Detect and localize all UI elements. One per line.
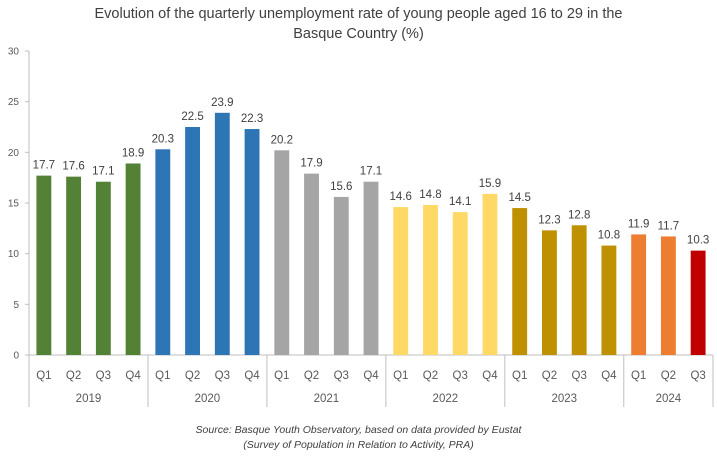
x-tick-label-quarter: Q3 [690, 370, 705, 382]
x-tick-label-quarter: Q3 [572, 370, 587, 382]
bar-2022-q4 [482, 193, 498, 355]
bar-2019-q3 [95, 181, 111, 355]
y-tick-label: 0 [13, 351, 19, 362]
bar-2022-q1 [393, 207, 409, 355]
data-label: 11.7 [658, 220, 680, 232]
x-tick-label-quarter: Q1 [274, 370, 289, 382]
chart-title: Evolution of the quarterly unemployment … [0, 4, 717, 44]
bar-2022-q3 [452, 212, 468, 355]
bar-2020-q1 [155, 149, 171, 355]
y-tick-label: 15 [8, 199, 20, 210]
x-tick-label-quarter: Q4 [244, 370, 260, 382]
x-tick-label-quarter: Q1 [512, 370, 527, 382]
x-tick-label-quarter: Q2 [423, 370, 438, 382]
x-tick-label-year: 2024 [656, 393, 682, 405]
data-label: 14.5 [509, 192, 531, 204]
bar-2024-q2 [660, 236, 676, 355]
x-tick-label-quarter: Q2 [304, 370, 319, 382]
y-tick-label: 30 [8, 47, 20, 58]
chart-title-line-1: Evolution of the quarterly unemployment … [94, 6, 623, 22]
y-tick-label: 5 [13, 300, 19, 311]
x-tick-label-quarter: Q3 [453, 370, 468, 382]
x-tick-label-year: 2022 [433, 393, 459, 405]
bar-2019-q1 [36, 175, 52, 355]
bar-2020-q3 [214, 112, 230, 356]
data-label: 17.6 [62, 161, 84, 173]
x-tick-label-quarter: Q1 [393, 370, 408, 382]
x-tick-label-quarter: Q2 [185, 370, 200, 382]
bar-2021-q1 [274, 150, 290, 355]
bar-2023-q1 [512, 208, 528, 355]
x-tick-label-year: 2019 [76, 393, 102, 405]
x-tick-label-quarter: Q4 [601, 370, 617, 382]
data-label: 14.8 [419, 189, 441, 201]
data-label: 17.7 [33, 160, 55, 172]
chart-title-line-2: Basque Country (%) [293, 26, 424, 42]
x-tick-label-quarter: Q4 [125, 370, 141, 382]
data-label: 17.9 [300, 158, 322, 170]
x-tick-label-quarter: Q1 [155, 370, 170, 382]
source-note-line-2: (Survey of Population in Relation to Act… [243, 439, 474, 451]
data-label: 10.8 [598, 230, 620, 242]
data-label: 11.9 [628, 218, 650, 230]
data-label: 22.3 [241, 113, 263, 125]
bar-2021-q3 [333, 196, 349, 355]
y-tick-label: 20 [8, 148, 20, 159]
x-tick-label-quarter: Q3 [334, 370, 349, 382]
bar-2021-q4 [363, 181, 379, 355]
data-label: 20.3 [152, 133, 174, 145]
x-tick-label-year: 2023 [552, 393, 578, 405]
x-tick-label-quarter: Q4 [363, 370, 379, 382]
bar-2023-q4 [601, 245, 617, 355]
data-label: 10.3 [687, 235, 709, 247]
x-tick-label-quarter: Q3 [215, 370, 230, 382]
data-label: 17.1 [360, 166, 382, 178]
bar-2019-q2 [66, 176, 82, 355]
x-tick-label-year: 2020 [195, 393, 221, 405]
data-label: 14.6 [390, 191, 412, 203]
bar-2020-q2 [185, 127, 200, 355]
data-label: 18.9 [122, 147, 144, 159]
x-tick-label-quarter: Q4 [482, 370, 498, 382]
x-tick-label-quarter: Q2 [66, 370, 81, 382]
bar-2024-q1 [631, 234, 647, 355]
x-tick-label-quarter: Q2 [542, 370, 557, 382]
source-note-line-1: Source: Basque Youth Observatory, based … [195, 424, 522, 436]
y-tick-label: 10 [8, 249, 20, 260]
data-label: 22.5 [181, 111, 203, 123]
x-tick-label-quarter: Q3 [96, 370, 111, 382]
x-tick-label-quarter: Q2 [661, 370, 676, 382]
bar-2020-q4 [244, 129, 260, 355]
data-label: 15.6 [330, 181, 352, 193]
x-tick-label-year: 2021 [314, 393, 340, 405]
data-label: 14.1 [449, 196, 471, 208]
bar-2019-q4 [125, 163, 141, 355]
data-label: 15.9 [479, 178, 501, 190]
data-label: 17.1 [92, 166, 114, 178]
data-label: 23.9 [211, 97, 233, 109]
bar-2023-q2 [542, 230, 557, 355]
data-label: 12.8 [568, 209, 590, 221]
bar-2021-q2 [304, 173, 319, 355]
x-tick-label-quarter: Q1 [36, 370, 51, 382]
data-label: 20.2 [271, 134, 293, 146]
bar-2022-q2 [423, 205, 438, 355]
x-tick-label-quarter: Q1 [631, 370, 646, 382]
data-label: 12.3 [538, 214, 560, 226]
bar-2024-q3 [690, 250, 706, 355]
bar-2023-q3 [571, 225, 587, 355]
y-tick-label: 25 [8, 97, 20, 108]
